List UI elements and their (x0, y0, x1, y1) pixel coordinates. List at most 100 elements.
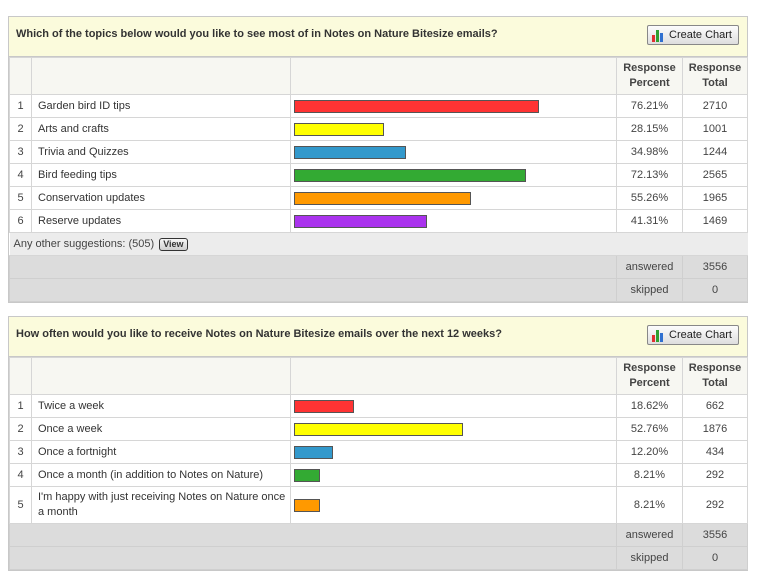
answer-label: Once a week (31, 417, 291, 441)
response-bar (294, 399, 354, 413)
table-row: 2 Arts and crafts 28.15% 1001 (9, 117, 748, 141)
skipped-row: skipped 0 (9, 278, 748, 302)
response-total: 662 (682, 394, 748, 418)
answer-label: Reserve updates (31, 209, 291, 233)
bar-cell (290, 94, 617, 118)
skipped-count: 0 (682, 546, 748, 570)
table-row: 3 Trivia and Quizzes 34.98% 1244 (9, 140, 748, 164)
question-1-table: Response Percent Response Total 1 Garden … (9, 57, 748, 302)
response-percent: 55.26% (616, 186, 683, 210)
skipped-label: skipped (616, 278, 683, 302)
response-bar (294, 191, 471, 205)
skipped-row: skipped 0 (9, 546, 748, 570)
bar-cell (290, 117, 617, 141)
table-header-row: Response Percent Response Total (9, 57, 748, 95)
response-percent: 12.20% (616, 440, 683, 464)
row-index: 1 (9, 94, 32, 118)
bar-chart-icon (652, 29, 666, 42)
answered-count: 3556 (682, 523, 748, 547)
bar-cell (290, 209, 617, 233)
response-total: 1965 (682, 186, 748, 210)
response-bar (294, 168, 526, 182)
question-2-header: How often would you like to receive Note… (9, 317, 747, 357)
response-total: 2565 (682, 163, 748, 187)
other-suggestions-text: Any other suggestions: (505) (13, 237, 155, 250)
response-total-header: Response Total (682, 357, 748, 395)
response-bar (294, 498, 320, 512)
question-1-panel: Which of the topics below would you like… (8, 16, 748, 303)
skipped-label: skipped (616, 546, 683, 570)
response-percent: 52.76% (616, 417, 683, 441)
response-total: 292 (682, 463, 748, 487)
response-total: 2710 (682, 94, 748, 118)
bar-cell (290, 186, 617, 210)
row-index: 4 (9, 163, 32, 187)
skipped-count: 0 (682, 278, 748, 302)
bar-chart-icon (652, 329, 666, 342)
response-percent: 72.13% (616, 163, 683, 187)
answered-label: answered (616, 255, 683, 279)
response-percent-header: Response Percent (616, 357, 683, 395)
response-bar (294, 422, 463, 436)
row-index: 5 (9, 486, 32, 524)
question-1-title: Which of the topics below would you like… (16, 28, 498, 40)
table-row: 3 Once a fortnight 12.20% 434 (9, 440, 748, 464)
answer-label: Twice a week (31, 394, 291, 418)
response-bar (294, 99, 539, 113)
question-2-title: How often would you like to receive Note… (16, 328, 502, 340)
row-index: 4 (9, 463, 32, 487)
answer-label: Trivia and Quizzes (31, 140, 291, 164)
bar-cell (290, 486, 617, 524)
bar-cell (290, 163, 617, 187)
row-index: 5 (9, 186, 32, 210)
bar-cell (290, 417, 617, 441)
response-total: 1244 (682, 140, 748, 164)
response-percent: 18.62% (616, 394, 683, 418)
response-percent: 34.98% (616, 140, 683, 164)
response-total: 1001 (682, 117, 748, 141)
table-row: 1 Twice a week 18.62% 662 (9, 394, 748, 418)
response-bar (294, 214, 427, 228)
response-total: 292 (682, 486, 748, 524)
other-suggestions-row: Any other suggestions: (505) View (9, 232, 748, 256)
response-total-header: Response Total (682, 57, 748, 95)
response-bar (294, 122, 384, 136)
table-row: 5 I'm happy with just receiving Notes on … (9, 486, 748, 524)
table-row: 6 Reserve updates 41.31% 1469 (9, 209, 748, 233)
answer-label: Bird feeding tips (31, 163, 291, 187)
create-chart-label: Create Chart (669, 29, 732, 41)
view-button[interactable]: View (159, 237, 188, 251)
create-chart-button[interactable]: Create Chart (647, 325, 739, 345)
response-bar (294, 468, 320, 482)
response-total: 1469 (682, 209, 748, 233)
answer-label: Arts and crafts (31, 117, 291, 141)
answer-label: Garden bird ID tips (31, 94, 291, 118)
response-percent: 28.15% (616, 117, 683, 141)
response-percent: 8.21% (616, 486, 683, 524)
answer-label: Once a fortnight (31, 440, 291, 464)
response-bar (294, 445, 333, 459)
response-percent: 8.21% (616, 463, 683, 487)
response-percent: 76.21% (616, 94, 683, 118)
response-percent: 41.31% (616, 209, 683, 233)
question-2-panel: How often would you like to receive Note… (8, 316, 748, 571)
table-row: 1 Garden bird ID tips 76.21% 2710 (9, 94, 748, 118)
response-total: 1876 (682, 417, 748, 441)
row-index: 2 (9, 117, 32, 141)
question-2-table: Response Percent Response Total 1 Twice a… (9, 357, 748, 570)
row-index: 2 (9, 417, 32, 441)
answered-label: answered (616, 523, 683, 547)
response-percent-header: Response Percent (616, 57, 683, 95)
row-index: 6 (9, 209, 32, 233)
answer-label: I'm happy with just receiving Notes on N… (31, 486, 291, 524)
table-row: 4 Bird feeding tips 72.13% 2565 (9, 163, 748, 187)
row-index: 1 (9, 394, 32, 418)
create-chart-label: Create Chart (669, 329, 732, 341)
bar-cell (290, 394, 617, 418)
answer-label: Conservation updates (31, 186, 291, 210)
table-header-row: Response Percent Response Total (9, 357, 748, 395)
row-index: 3 (9, 140, 32, 164)
table-row: 2 Once a week 52.76% 1876 (9, 417, 748, 441)
table-row: 5 Conservation updates 55.26% 1965 (9, 186, 748, 210)
create-chart-button[interactable]: Create Chart (647, 25, 739, 45)
